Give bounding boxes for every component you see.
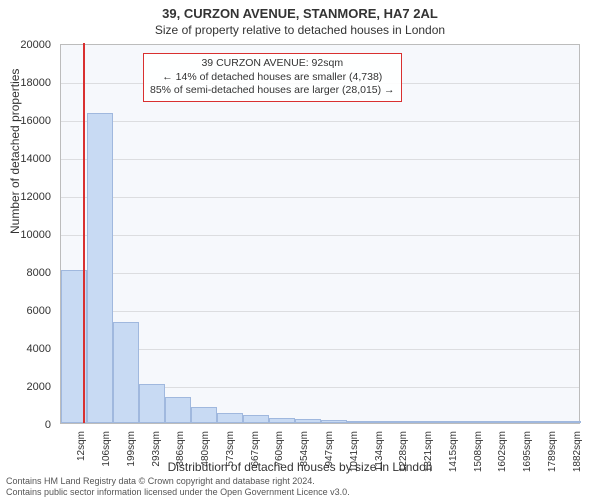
histogram-bar (477, 421, 503, 423)
y-tick-label: 12000 (5, 191, 51, 203)
y-tick-label: 2000 (5, 381, 51, 393)
y-tick-label: 10000 (5, 229, 51, 241)
histogram-bar (347, 421, 373, 423)
histogram-bar (529, 421, 555, 423)
histogram-bar (451, 421, 477, 423)
property-marker-line (83, 43, 85, 423)
footer-attribution: Contains HM Land Registry data © Crown c… (6, 476, 350, 498)
histogram-bar (295, 419, 321, 423)
chart-subtitle: Size of property relative to detached ho… (0, 21, 600, 37)
histogram-bar (503, 421, 529, 423)
y-tick-label: 8000 (5, 267, 51, 279)
info-box-line: ← 14% of detached houses are smaller (4,… (150, 71, 395, 85)
histogram-bar (87, 113, 113, 423)
gridline (61, 235, 579, 236)
property-info-box: 39 CURZON AVENUE: 92sqm← 14% of detached… (143, 53, 402, 102)
footer-line-2: Contains public sector information licen… (6, 487, 350, 498)
y-tick-label: 20000 (5, 39, 51, 51)
histogram-bar (139, 384, 165, 423)
chart-area: 0200040006000800010000120001400016000180… (60, 44, 580, 424)
gridline (61, 273, 579, 274)
histogram-bar (321, 420, 347, 423)
y-tick-label: 18000 (5, 77, 51, 89)
histogram-bar (425, 421, 451, 423)
chart-title: 39, CURZON AVENUE, STANMORE, HA7 2AL (0, 0, 600, 21)
y-tick-label: 14000 (5, 153, 51, 165)
histogram-bar (191, 407, 217, 423)
y-tick-label: 16000 (5, 115, 51, 127)
histogram-bar (165, 397, 191, 423)
x-axis-label: Distribution of detached houses by size … (0, 460, 600, 474)
histogram-bar (269, 418, 295, 423)
y-tick-label: 4000 (5, 343, 51, 355)
y-tick-label: 0 (5, 419, 51, 431)
gridline (61, 311, 579, 312)
gridline (61, 159, 579, 160)
histogram-bar (243, 415, 269, 423)
gridline (61, 121, 579, 122)
gridline (61, 197, 579, 198)
plot-area: 0200040006000800010000120001400016000180… (60, 44, 580, 424)
histogram-bar (113, 322, 139, 423)
info-box-line: 85% of semi-detached houses are larger (… (150, 84, 395, 98)
y-tick-label: 6000 (5, 305, 51, 317)
histogram-bar (373, 421, 399, 423)
histogram-bar (555, 421, 581, 423)
y-axis-label: Number of detached properties (8, 69, 22, 234)
info-box-line: 39 CURZON AVENUE: 92sqm (150, 57, 395, 71)
footer-line-1: Contains HM Land Registry data © Crown c… (6, 476, 350, 487)
histogram-bar (399, 421, 425, 423)
histogram-bar (217, 413, 243, 423)
